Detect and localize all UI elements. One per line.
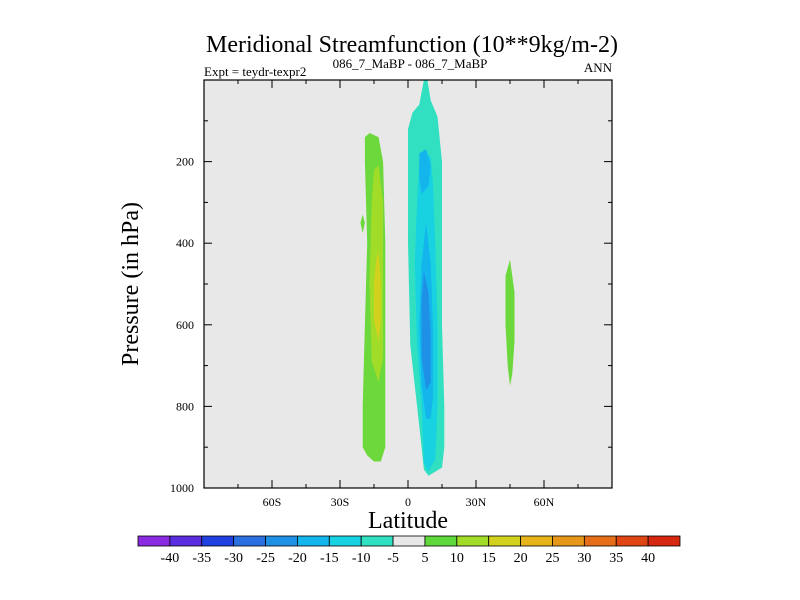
- x-tick-label: 30N: [466, 495, 487, 509]
- colorbar-label: -40: [161, 551, 180, 566]
- colorbar-swatch: [615, 535, 649, 547]
- colorbar-label: -35: [192, 551, 211, 566]
- colorbar-label: 35: [609, 551, 623, 566]
- y-tick-label: 800: [176, 399, 194, 413]
- colorbar-swatch: [647, 535, 681, 547]
- colorbar-swatch: [392, 535, 426, 547]
- y-tick-label: 600: [176, 318, 194, 332]
- colorbar-label: 25: [545, 551, 559, 566]
- colorbar-label: -30: [224, 551, 243, 566]
- colorbar-swatch: [552, 535, 585, 547]
- colorbar-label: 30: [577, 551, 591, 566]
- colorbar-label: -15: [320, 551, 339, 566]
- plot-area: 60S 30S 0 30N 60N 200 400 600 800 1000: [170, 79, 613, 509]
- y-tick-label: 400: [176, 236, 194, 250]
- colorbar-swatch: [137, 535, 171, 547]
- colorbar-swatch: [456, 535, 490, 547]
- colorbar-label: 20: [514, 551, 528, 566]
- colorbar-swatch: [265, 535, 298, 547]
- colorbar-label: -25: [256, 551, 275, 566]
- colorbar-swatch: [233, 535, 266, 547]
- colorbar-swatch: [201, 535, 235, 547]
- subtitle-right: ANN: [584, 60, 613, 75]
- colorbar-label: -5: [387, 551, 399, 566]
- colorbar-label: -10: [352, 551, 371, 566]
- colorbar-swatch: [360, 535, 394, 547]
- colorbar-swatch: [583, 535, 617, 547]
- contour-layer: [360, 80, 515, 476]
- contour-sh-positive-core-15: [374, 251, 381, 342]
- colorbar-swatch: [488, 535, 521, 547]
- x-tick-label: 60S: [263, 495, 282, 509]
- subtitle-center: 086_7_MaBP - 086_7_MaBP: [333, 56, 488, 71]
- colorbar-swatch: [424, 535, 458, 547]
- contour-eq-negative-core-20: [421, 271, 431, 391]
- y-axis-label: Pressure (in hPa): [118, 202, 144, 366]
- colorbar-swatch: [297, 535, 330, 547]
- subtitle-left: Expt = teydr-texpr2: [204, 64, 306, 79]
- colorbar-label: 15: [482, 551, 496, 566]
- y-tick-label: 1000: [170, 481, 194, 495]
- colorbar-label: 40: [641, 551, 655, 566]
- x-tick-label: 30S: [331, 495, 350, 509]
- x-axis-label: Latitude: [368, 508, 448, 534]
- x-tick-label: 0: [405, 495, 411, 509]
- colorbar-label: 10: [450, 551, 464, 566]
- colorbar-label: 5: [421, 551, 428, 566]
- contour-eq-negative-core-15: [419, 149, 431, 195]
- colorbar-swatch: [169, 535, 203, 547]
- x-tick-label: 60N: [534, 495, 555, 509]
- colorbar: -40 -35 -30 -25 -20 -15 -10 -5 5 10 15 20 25 30 35 40: [137, 535, 681, 566]
- colorbar-swatch: [520, 535, 553, 547]
- contour-sh-isolated-cell: [360, 214, 365, 233]
- colorbar-swatch: [328, 535, 362, 547]
- tick-layer: 60S 30S 0 30N 60N 200 400 600 800 1000: [170, 80, 612, 509]
- chart-title: Meridional Streamfunction (10**9kg/m-2): [206, 32, 618, 58]
- contour-nh-positive-cell: [505, 259, 515, 386]
- colorbar-label: -20: [288, 551, 307, 566]
- y-tick-label: 200: [176, 155, 194, 169]
